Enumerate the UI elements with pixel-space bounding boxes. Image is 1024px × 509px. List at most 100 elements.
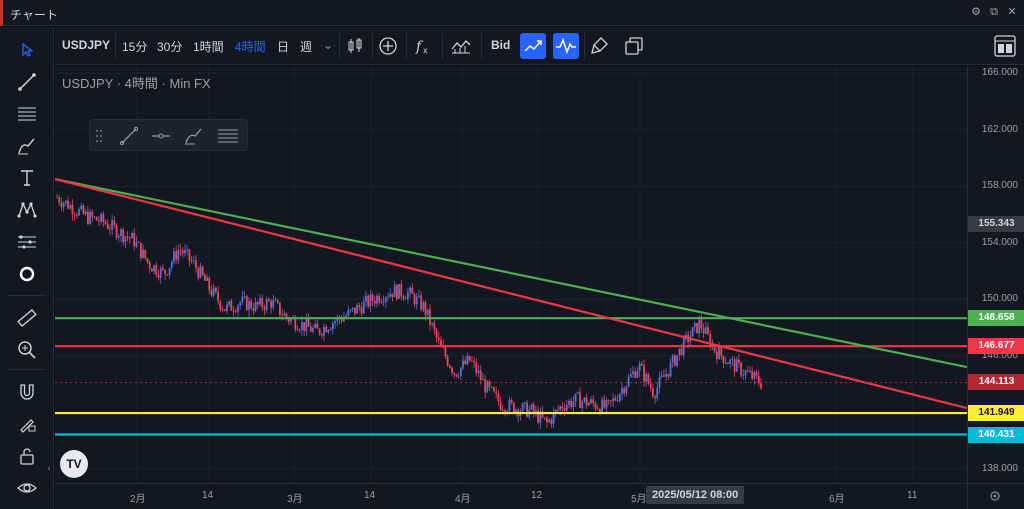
- candle-body: [484, 379, 487, 393]
- candle-body: [726, 362, 729, 364]
- layout-copy-icon[interactable]: [621, 33, 647, 59]
- cursor-tool-icon[interactable]: [13, 37, 41, 63]
- candle-body: [744, 370, 747, 375]
- candle-body: [243, 296, 246, 298]
- trend-line-tool-icon[interactable]: [13, 69, 41, 95]
- candle-body: [298, 330, 301, 331]
- interval-1h[interactable]: 1時間: [193, 40, 224, 54]
- float-horizontal-line-icon[interactable]: [148, 123, 174, 149]
- compare-add-icon[interactable]: [375, 33, 401, 59]
- candle-body: [278, 302, 281, 315]
- candle-body: [259, 297, 261, 305]
- magnet-icon[interactable]: [13, 379, 41, 405]
- candle-body: [746, 370, 749, 372]
- candle-body: [230, 301, 233, 311]
- time-tick: 3月: [287, 494, 303, 505]
- drag-handle-icon[interactable]: [92, 123, 106, 149]
- candle-body: [190, 260, 193, 262]
- candle-body: [755, 372, 758, 376]
- candle-body: [486, 381, 489, 393]
- candle-body: [546, 417, 548, 423]
- candle-body: [93, 216, 96, 218]
- candle-body: [707, 327, 709, 334]
- candle-body: [283, 313, 286, 316]
- candle-body: [186, 249, 189, 251]
- candle-body: [499, 401, 502, 410]
- candle-body: [676, 355, 679, 366]
- interval-15m[interactable]: 15分: [122, 40, 148, 54]
- trend-line: [55, 178, 967, 410]
- chart-pane[interactable]: USDJPY · 4時間 · Min FX TV: [55, 66, 967, 483]
- candle-body: [409, 287, 412, 293]
- candle-body: [521, 403, 524, 412]
- fib-tool-icon[interactable]: [13, 101, 41, 127]
- candle-body: [73, 214, 76, 216]
- settings-icon[interactable]: ⚙: [971, 6, 981, 18]
- candle-body: [554, 409, 557, 413]
- interval-week[interactable]: 週: [300, 40, 313, 54]
- symbol-button[interactable]: USDJPY: [62, 38, 111, 52]
- interval-dropdown-icon[interactable]: ⌄: [323, 38, 334, 52]
- ruler-icon[interactable]: [13, 305, 41, 331]
- multi-layout-icon[interactable]: [991, 32, 1019, 60]
- candle-body: [122, 229, 125, 242]
- interval-day[interactable]: 日: [277, 40, 290, 54]
- price-axis[interactable]: 166.000 162.000 158.000 154.000 150.000 146.0…: [967, 66, 1024, 483]
- measure-range-tool-icon[interactable]: [13, 229, 41, 255]
- candle-body: [305, 319, 308, 331]
- candle-body: [552, 412, 555, 424]
- candle-body: [162, 267, 164, 270]
- time-axis[interactable]: 2月 14 3月 14 4月 12 5月 2025/05/12 08:00 6月…: [55, 483, 967, 509]
- text-tool-icon[interactable]: [13, 165, 41, 191]
- candle-body: [656, 387, 659, 399]
- candle-body: [557, 409, 559, 411]
- candle-body: [590, 399, 592, 403]
- candle-type-icon[interactable]: [342, 33, 368, 59]
- popout-icon[interactable]: ⧉: [990, 6, 998, 18]
- interval-30m[interactable]: 30分: [157, 40, 183, 54]
- candle-body: [232, 310, 235, 312]
- candle-body: [674, 355, 676, 366]
- brush-tool-icon[interactable]: [13, 133, 41, 159]
- candle-body: [457, 375, 460, 377]
- float-brush-icon[interactable]: [181, 123, 207, 149]
- bid-button[interactable]: Bid: [491, 38, 511, 52]
- interval-4h[interactable]: 4時間: [235, 40, 266, 54]
- pattern-tool-icon[interactable]: [13, 197, 41, 223]
- candle-body: [603, 399, 606, 408]
- level-price-label: 144.113: [968, 374, 1024, 391]
- price-chart: [55, 66, 967, 483]
- pulse-toggle-icon[interactable]: [553, 33, 579, 59]
- candle-body: [616, 400, 619, 401]
- eraser-brush-icon[interactable]: [587, 33, 613, 59]
- float-fib-icon[interactable]: [215, 123, 241, 149]
- candle-body: [696, 322, 698, 334]
- collapse-toolbar-icon[interactable]: ‹: [47, 463, 51, 474]
- time-tick: 4月: [455, 494, 471, 505]
- candle-body: [195, 260, 197, 269]
- candle-body: [565, 404, 568, 411]
- float-trend-line-icon[interactable]: [116, 123, 142, 149]
- candle-body: [241, 296, 244, 303]
- circle-tool-icon[interactable]: [13, 261, 41, 287]
- candle-body: [78, 209, 80, 216]
- tradingview-logo[interactable]: TV: [60, 450, 88, 478]
- candle-body: [226, 304, 228, 311]
- candle-body: [376, 295, 378, 304]
- candle-body: [495, 391, 498, 394]
- close-icon[interactable]: ✕: [1007, 6, 1017, 18]
- trend-toggle-icon[interactable]: [520, 33, 546, 59]
- zoom-in-icon[interactable]: [13, 337, 41, 363]
- unlock-icon[interactable]: [13, 443, 41, 469]
- lock-drawing-icon[interactable]: [13, 411, 41, 437]
- candle-body: [86, 211, 89, 224]
- candle-body: [404, 298, 407, 300]
- candle-body: [437, 337, 440, 340]
- candle-body: [504, 410, 506, 413]
- candle-body: [173, 251, 175, 263]
- candle-body: [488, 381, 491, 387]
- templates-icon[interactable]: [448, 33, 474, 59]
- candle-body: [252, 308, 255, 311]
- visibility-eye-icon[interactable]: [13, 475, 41, 501]
